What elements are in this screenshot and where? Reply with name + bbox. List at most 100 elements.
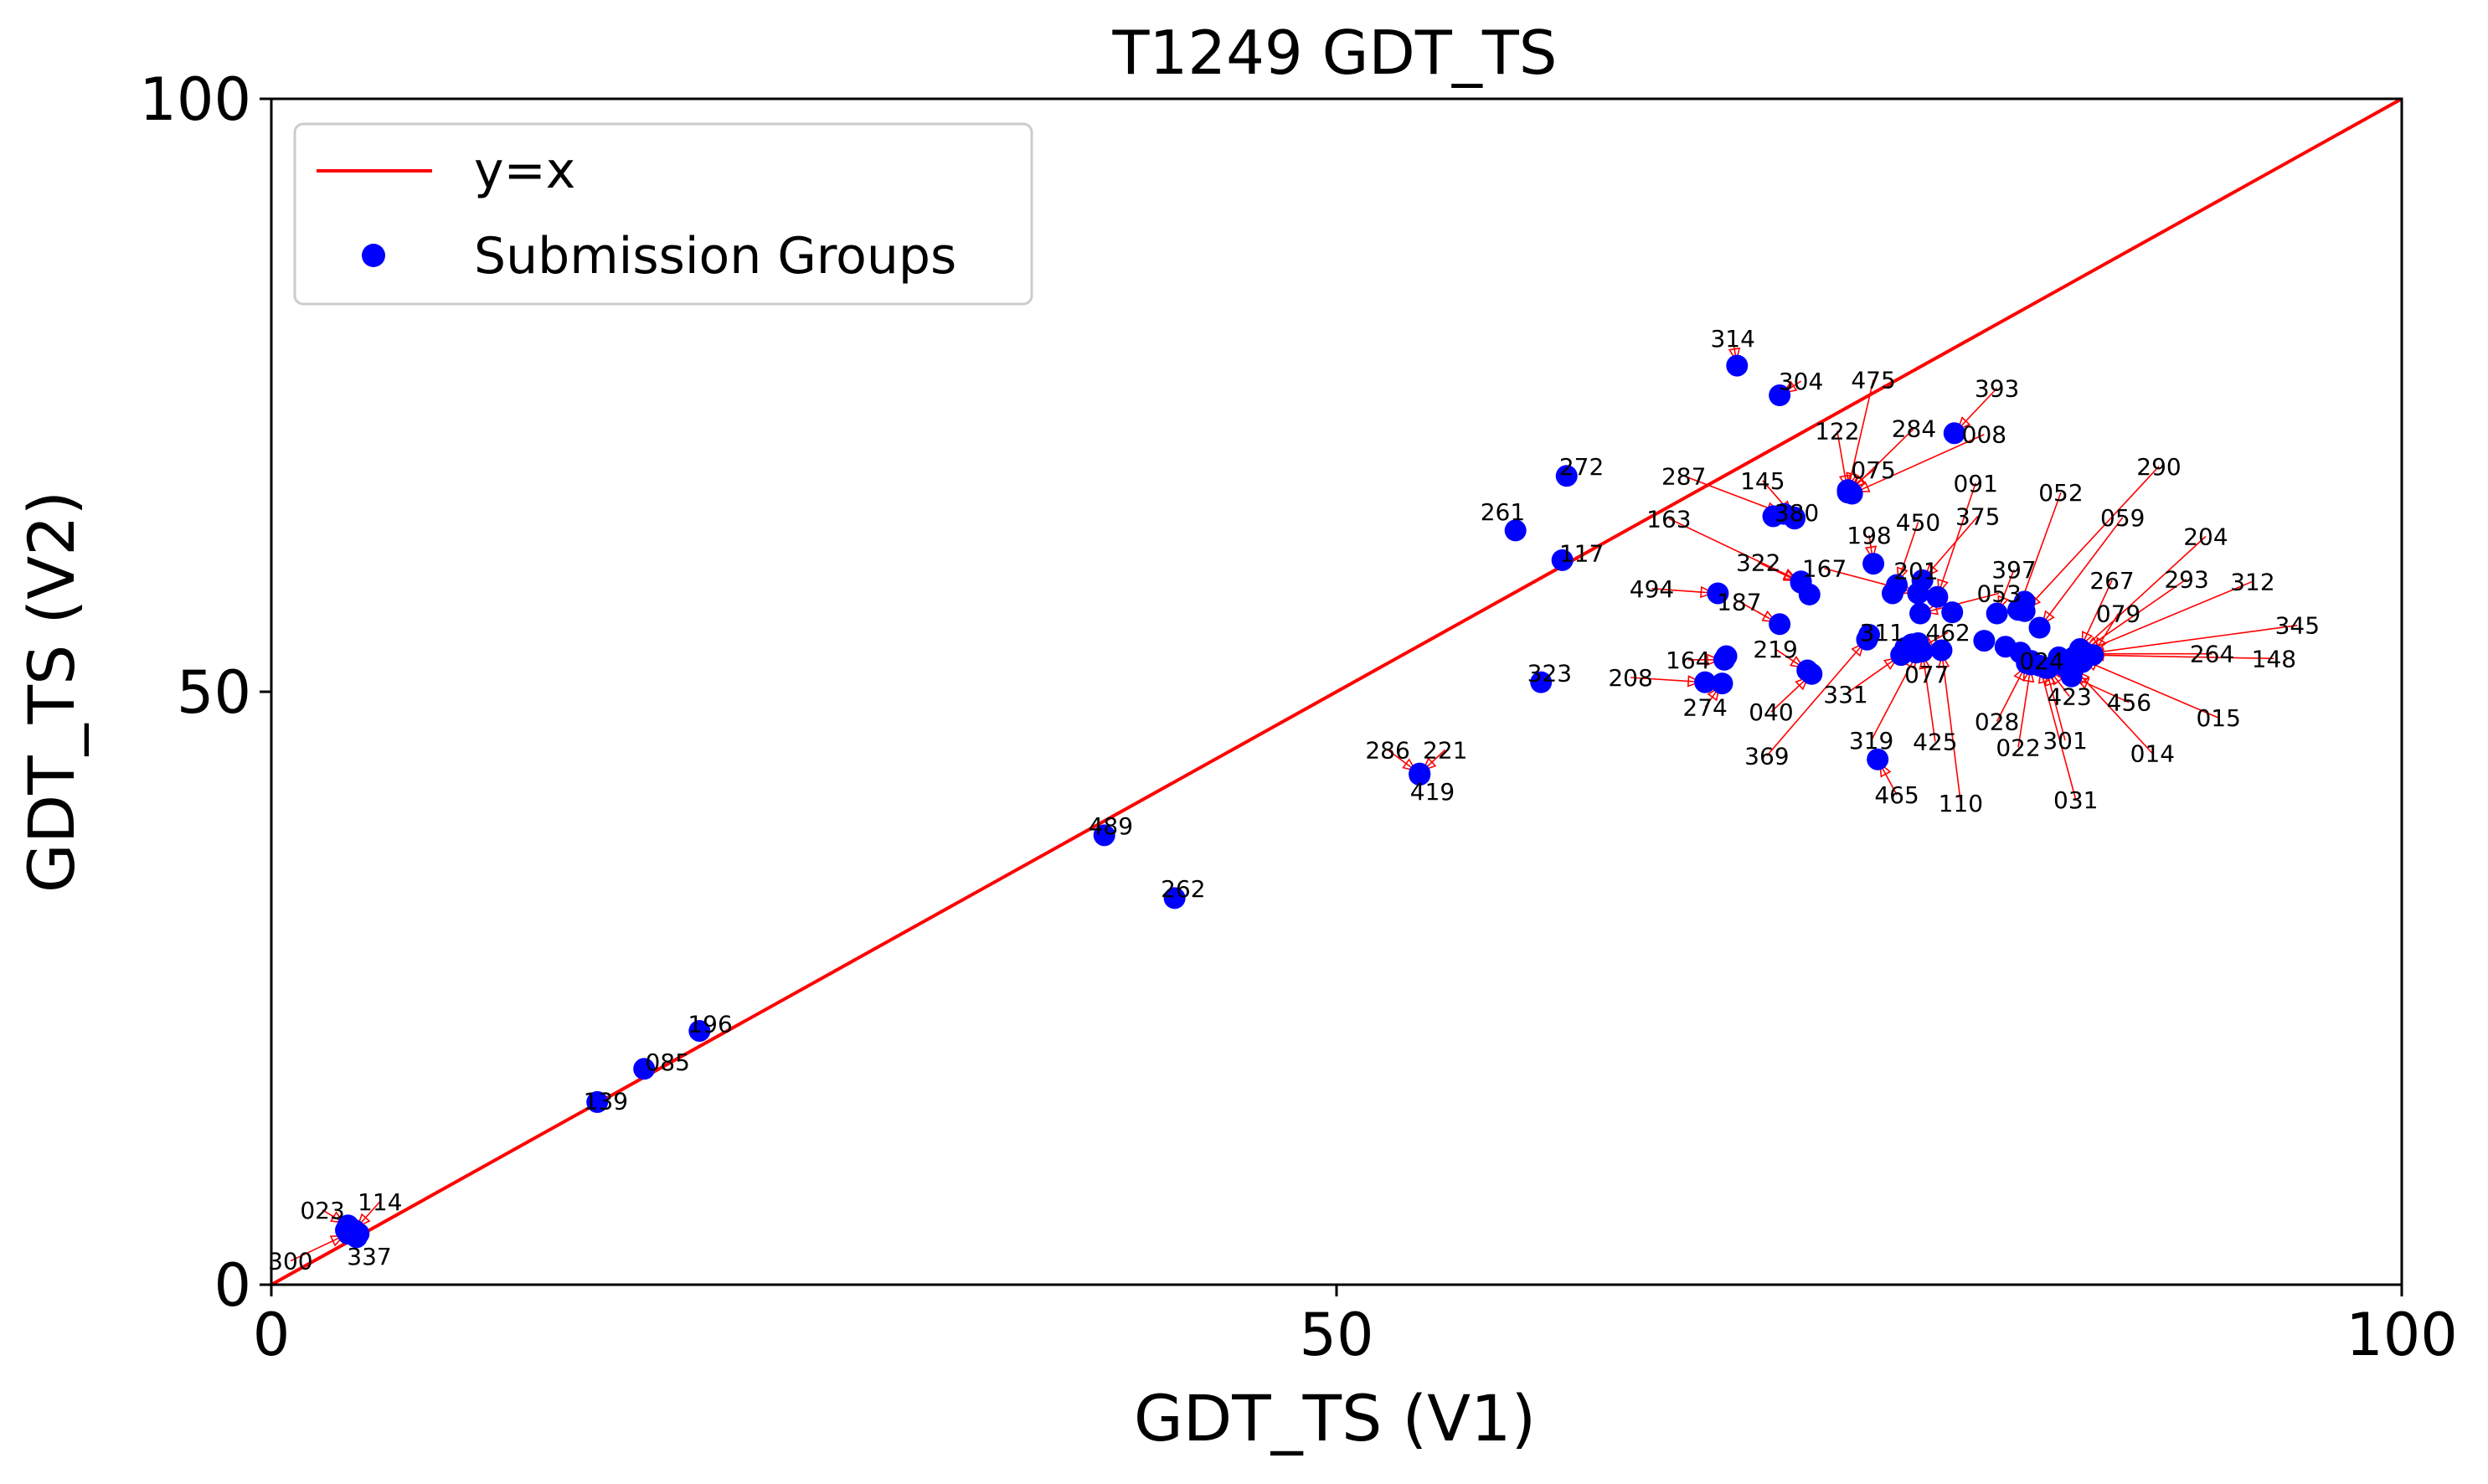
point-label: 369 xyxy=(1744,742,1789,770)
annotation-arrowhead xyxy=(1883,657,1898,670)
annotation-arrow xyxy=(2077,535,2207,655)
point-label: 290 xyxy=(2136,453,2181,481)
point-label: 375 xyxy=(1955,502,2000,530)
y-tick-label: 100 xyxy=(139,65,251,134)
point-label: 139 xyxy=(584,1088,628,1116)
point-label: 300 xyxy=(268,1248,312,1275)
annotation-arrowhead xyxy=(1789,655,1805,669)
data-point xyxy=(633,1058,656,1080)
annotation-arrow xyxy=(1845,657,1898,695)
point-label: 198 xyxy=(1847,522,1891,549)
point-label: 286 xyxy=(1365,736,1409,764)
data-point xyxy=(1707,582,1729,605)
data-point xyxy=(586,1090,609,1113)
annotation-arrow xyxy=(1739,600,1776,623)
data-point xyxy=(1163,887,1186,909)
points-layer xyxy=(335,354,2104,1249)
annotation-arrowhead xyxy=(1707,653,1722,666)
legend-marker-swatch xyxy=(362,244,385,267)
annotation-arrowhead xyxy=(1864,545,1878,561)
annotation-arrow xyxy=(2084,659,2219,719)
annotation-arrowhead xyxy=(1919,654,1931,670)
data-point xyxy=(1986,602,2008,625)
annotation-arrow xyxy=(2027,466,2160,608)
point-label: 201 xyxy=(1893,558,1938,585)
annotation-arrow xyxy=(1870,655,1917,741)
point-label-layer: 314 304 475 393 284 122 008 075 287 145 272 091 290 0… xyxy=(268,325,2320,1275)
point-label: 077 xyxy=(1904,661,1949,688)
annotation-arrowhead xyxy=(1923,603,1939,616)
point-label: 148 xyxy=(2252,645,2296,672)
reference-line-y-equals-x xyxy=(270,97,2403,1286)
point-label: 423 xyxy=(2047,683,2091,711)
point-label: 312 xyxy=(2230,568,2274,595)
y-axis-label: GDT_TS (V2) xyxy=(14,491,89,893)
point-label: 494 xyxy=(1630,575,1674,603)
annotation-arrow xyxy=(1758,561,1797,581)
annotation-arrowhead xyxy=(1728,347,1741,363)
annotation-layer xyxy=(290,338,2298,1262)
data-point xyxy=(335,1219,358,1241)
legend-label-line: y=x xyxy=(474,142,575,200)
data-point xyxy=(1867,748,1889,770)
point-label: 380 xyxy=(1775,499,1819,527)
data-point xyxy=(1726,354,1749,377)
data-point xyxy=(2028,616,2051,639)
axis-ticks: 00 50 50 100 100 xyxy=(139,65,2457,1369)
data-point xyxy=(1711,672,1733,695)
point-label: 028 xyxy=(1975,708,2019,735)
point-label: 221 xyxy=(1423,736,1467,764)
point-label: 163 xyxy=(1646,505,1691,533)
point-label: 489 xyxy=(1089,812,1133,840)
point-label: 164 xyxy=(1666,647,1710,674)
annotation-arrow xyxy=(2094,613,2120,652)
data-point xyxy=(1769,613,1791,636)
chart-title: T1249 GDT_TS xyxy=(1112,18,1558,88)
annotation-arrowhead xyxy=(1422,757,1437,772)
point-label: 319 xyxy=(1849,727,1893,755)
data-point xyxy=(1715,645,1738,667)
data-point xyxy=(2054,656,2077,678)
point-label: 345 xyxy=(2275,612,2320,640)
annotation-arrowhead xyxy=(1879,762,1892,778)
point-label: 023 xyxy=(300,1197,344,1224)
data-point xyxy=(1881,582,1903,605)
annotation-arrow xyxy=(2019,492,2062,605)
x-tick-label: 50 xyxy=(1299,1301,1373,1369)
point-label: 456 xyxy=(2107,689,2151,717)
data-point xyxy=(1994,636,2017,658)
annotation-arrow xyxy=(1770,677,1809,713)
point-label: 075 xyxy=(1851,456,1895,484)
point-label: 091 xyxy=(1953,470,1997,497)
point-label: 079 xyxy=(2096,600,2140,628)
annotation-arrowhead xyxy=(1687,675,1702,688)
annotation-arrowhead xyxy=(1997,595,2009,611)
annotation-arrow xyxy=(1856,433,1985,492)
data-point xyxy=(1769,384,1791,406)
point-label: 287 xyxy=(1661,462,1706,490)
annotation-arrow xyxy=(290,1234,344,1262)
point-label: 261 xyxy=(1481,498,1525,526)
legend-box xyxy=(293,122,1033,306)
x-axis-label: GDT_TS (V1) xyxy=(1134,1381,1536,1456)
data-point xyxy=(1900,633,1923,656)
annotation-arrowhead xyxy=(1707,686,1721,702)
data-point xyxy=(1907,582,1929,605)
annotation-arrow xyxy=(2091,654,2274,660)
point-label: 304 xyxy=(1779,368,1823,395)
point-label: 425 xyxy=(1913,728,1957,755)
data-point xyxy=(1836,479,1859,502)
annotation-arrowhead xyxy=(1851,642,1865,657)
annotation-arrow xyxy=(2017,669,2032,748)
legend-label-points: Submission Groups xyxy=(474,227,956,286)
point-label: 145 xyxy=(1740,467,1785,495)
annotation-arrowhead xyxy=(1761,610,1777,623)
annotation-arrow xyxy=(2085,578,2187,650)
annotation-arrowhead xyxy=(2022,667,2035,683)
annotation-arrow xyxy=(1938,482,1976,593)
data-point xyxy=(1856,628,1878,651)
data-point xyxy=(1551,549,1574,571)
point-label: 187 xyxy=(1717,588,1761,616)
point-label: 015 xyxy=(2196,704,2240,732)
